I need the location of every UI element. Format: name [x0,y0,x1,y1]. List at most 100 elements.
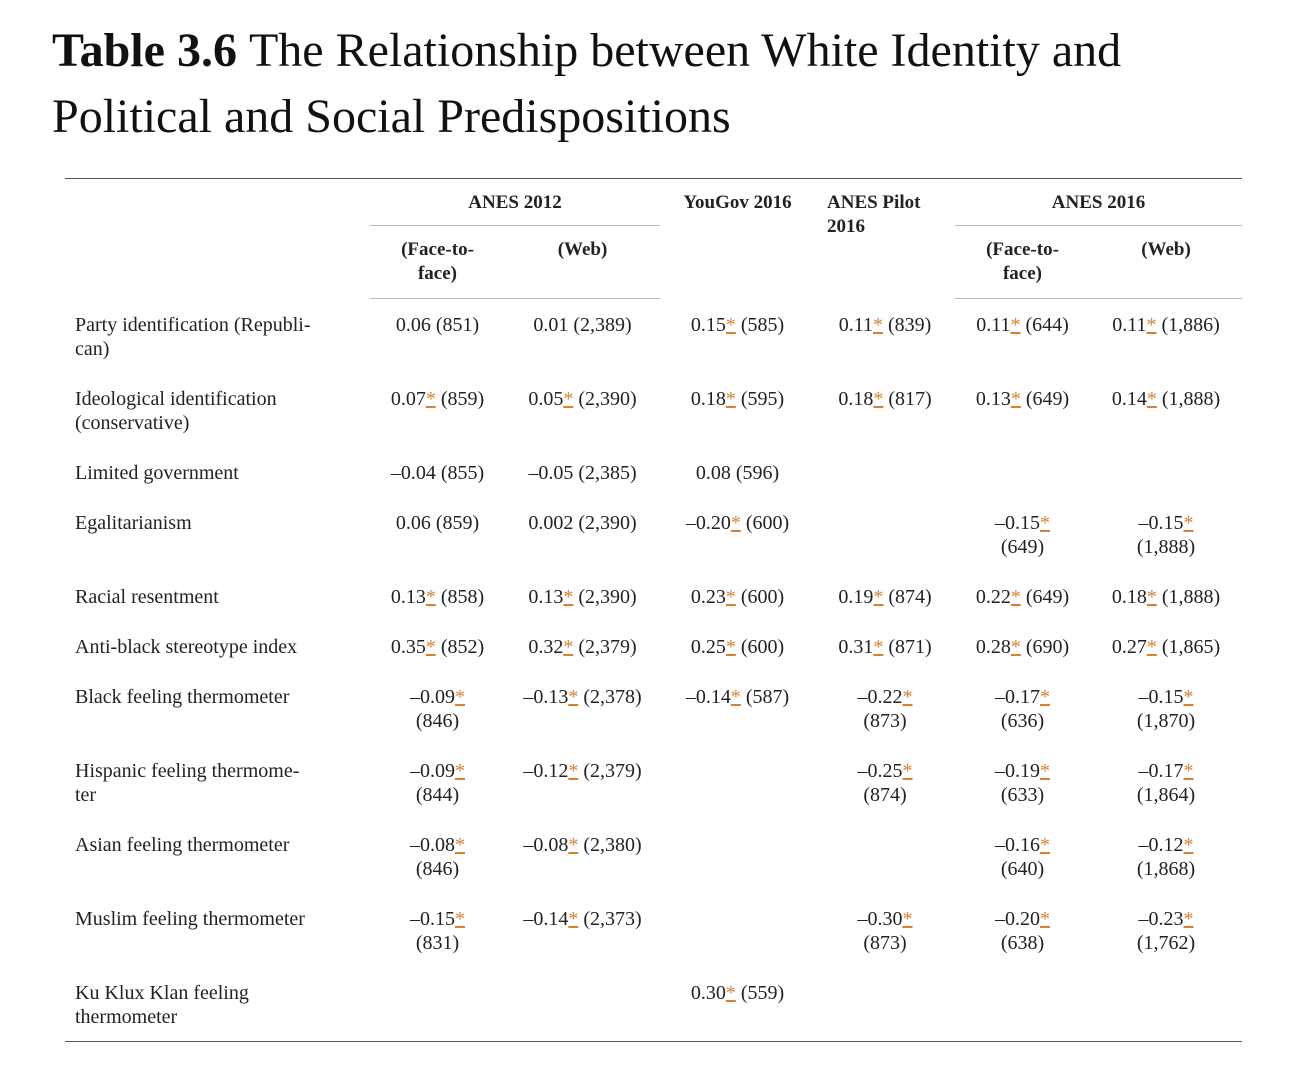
text-line: (Face-to- [986,239,1059,260]
text-line: (846) [415,857,460,880]
table-title: Table 3.6 The Relationship between White … [52,18,1262,150]
significance-mark: * [1183,833,1194,856]
text-line: (873) [863,931,907,954]
text-line: 2016 [827,216,865,237]
text-line: –0.17* [1138,759,1194,782]
significance-mark: * [568,907,579,930]
significance-mark: * [1010,314,1021,336]
table-row: Egalitarianism 0.06 (859) 0.002 (2,390) –0.… [65,497,1242,571]
table-cell: 0.19* (874) [838,585,932,608]
text-line: –0.15* [1138,511,1194,534]
significance-mark: * [872,313,883,336]
text-line: –0.22* [857,685,913,708]
text-line: (1,870) [1136,709,1196,732]
table-cell: 0.11* (644) [976,314,1069,336]
table-cell: 0.25* (600) [690,635,785,658]
text-line: ANES Pilot [827,192,921,213]
table-cell: 0.13* (2,390) [528,585,637,608]
text-line: –0.23* [1138,907,1194,930]
table-cell: 0.13* (858) [390,585,485,608]
significance-mark: * [455,907,465,930]
significance-mark: * [730,511,741,534]
row-label: Egalitarianism [75,511,192,534]
sub-header: (Web) [1090,225,1242,299]
text-line: (844) [415,783,460,806]
significance-mark: * [563,387,574,410]
significance-mark: * [1183,685,1194,708]
table-cell: –0.14* (587) [685,685,790,708]
sub-header: (Face-to-face) [370,225,505,299]
table-cell: –0.12* (2,379) [523,759,642,782]
text-line: Ideological identification [75,387,277,410]
table-cell: 0.32* (2,379) [528,635,637,658]
row-label: Ku Klux Klan feeling thermometer [65,967,370,1042]
text-line: –0.19* [995,759,1050,782]
significance-mark: * [725,585,736,608]
significance-mark: * [1040,833,1050,856]
table-row: Party identification (Republi-can) 0.06 (… [65,299,1242,373]
table-number: Table 3.6 [52,24,237,77]
table-cell: –0.04 (855) [390,461,485,484]
significance-mark: * [1146,314,1157,336]
text-line: –0.30* [857,907,913,930]
text-line: (846) [415,709,460,732]
table-cell [815,967,955,1042]
significance-mark: * [873,387,884,410]
table: ANES 2012 YouGov 2016 ANES Pilot 2016 ANE… [65,178,1242,1042]
text-line: (636) [1000,709,1045,732]
text-line: Hispanic feeling thermome- [75,759,300,782]
significance-mark: * [1040,907,1050,930]
table-cell: –0.13* (2,378) [523,685,642,708]
text-line: –0.15* [995,511,1050,534]
text-line: Ku Klux Klan feeling [75,981,249,1004]
table-row: Limited government –0.04 (855) –0.05 (2,38… [65,447,1242,497]
table-cell: 0.35* (852) [390,635,485,658]
table-cell: –0.09* (844) [370,745,505,819]
significance-mark: * [455,685,465,708]
table-cell: 0.11* (839) [838,313,932,336]
table-cell: 0.11* (1,886) [1112,314,1220,336]
row-label: Racial resentment [75,585,219,608]
table-cell [1090,967,1242,1042]
table-cell: –0.17* (636) [955,671,1090,745]
column-group: ANES 2016 [955,178,1242,226]
text-line: (1,888) [1136,535,1196,558]
significance-mark: * [902,759,913,782]
significance-mark: * [873,635,884,658]
significance-mark: * [568,685,579,708]
significance-mark: * [902,907,913,930]
significance-mark: * [1183,759,1194,782]
column-header: YouGov 2016 [683,192,792,213]
text-line: (874) [863,783,907,806]
significance-mark: * [902,685,913,708]
table-cell: 0.18* (817) [838,387,932,410]
table-cell: 0.30* (559) [690,981,785,1004]
significance-mark: * [1183,907,1194,930]
text-line: –0.08* [410,833,465,856]
row-label: Anti-black stereotype index [75,635,298,658]
significance-mark: * [425,635,436,658]
text-line: –0.16* [995,833,1050,856]
text-line: –0.25* [857,759,913,782]
table-cell: 0.18* (595) [690,387,785,410]
table-cell: 0.002 (2,390) [528,511,637,534]
table-cell: 0.01 (2,389) [533,314,632,336]
table-cell: 0.27* (1,865) [1111,635,1221,658]
significance-mark: * [1010,635,1021,658]
table-cell: –0.15* (1,888) [1090,497,1242,571]
table-cell: –0.19* (633) [955,745,1090,819]
row-label: Muslim feeling thermometer [75,907,305,930]
significance-mark: * [725,981,736,1004]
table-cell: –0.17* (1,864) [1090,745,1242,819]
table-row: Ideological identification (conservative)… [65,373,1242,447]
text-line: face) [417,263,458,284]
significance-mark: * [425,387,436,410]
table-cell [660,745,815,819]
table-cell: 0.13* (649) [975,387,1070,410]
significance-mark: * [1040,511,1050,534]
significance-mark: * [1010,585,1021,608]
text-line: face) [1002,263,1043,284]
text-line: –0.17* [995,685,1050,708]
text-line: –0.20* [995,907,1050,930]
